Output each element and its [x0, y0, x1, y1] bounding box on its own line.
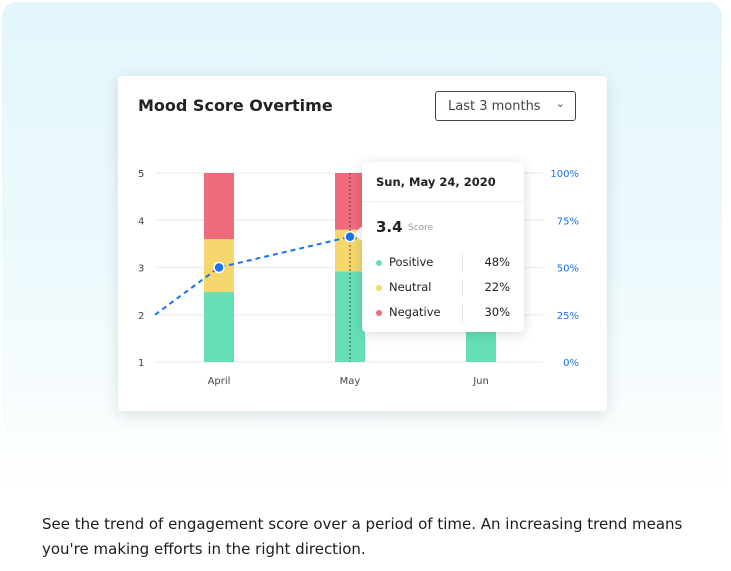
score-point — [344, 231, 356, 243]
tooltip-row-positive: Positive 48% — [376, 254, 510, 272]
bar-negative — [204, 173, 234, 240]
right-axis-tick: 50% — [557, 264, 579, 275]
right-axis-tick: 100% — [550, 169, 579, 180]
tooltip-row-neutral: Neutral 22% — [376, 279, 510, 297]
tooltip-row-value: 30% — [484, 305, 510, 319]
range-select[interactable]: Last 3 months ⌄ — [435, 91, 576, 121]
right-axis-tick: 0% — [563, 358, 579, 369]
bar-positive — [204, 292, 234, 362]
mood-score-card: Mood Score Overtime Last 3 months ⌄ 1 2 3 4… — [118, 76, 607, 411]
caption-text: See the trend of engagement score over a… — [42, 515, 683, 558]
card-title: Mood Score Overtime — [138, 96, 333, 115]
tooltip-row-label: Positive — [389, 255, 434, 269]
right-axis-tick: 75% — [557, 216, 579, 227]
tooltip-divider — [362, 201, 524, 202]
divider — [462, 279, 463, 297]
chart-tooltip: Sun, May 24, 2020 3.4 Score Positive 48%… — [362, 162, 524, 332]
x-axis-tick: April — [208, 376, 231, 387]
tooltip-row-label: Negative — [389, 305, 441, 319]
divider — [462, 254, 463, 272]
score-line — [154, 235, 369, 316]
tooltip-row-value: 22% — [484, 280, 510, 294]
bar-positive — [335, 271, 365, 362]
tooltip-row-value: 48% — [484, 255, 510, 269]
divider — [462, 304, 463, 322]
left-axis-tick: 1 — [138, 358, 144, 369]
x-axis-tick: May — [340, 376, 361, 387]
tooltip-score-label: Score — [408, 223, 434, 233]
tooltip-row-label: Neutral — [389, 280, 432, 294]
left-axis-tick: 5 — [138, 169, 144, 180]
range-select-value: Last 3 months — [448, 99, 541, 114]
x-axis-tick: Jun — [472, 376, 489, 387]
chevron-down-icon: ⌄ — [555, 97, 565, 110]
left-axis-tick: 3 — [138, 264, 144, 275]
right-axis-tick: 25% — [557, 311, 579, 322]
neutral-dot-icon — [376, 285, 382, 291]
score-point — [213, 261, 225, 274]
tooltip-score: 3.4 — [376, 218, 403, 236]
left-axis-tick: 2 — [138, 311, 144, 322]
negative-dot-icon — [376, 310, 382, 316]
tooltip-row-negative: Negative 30% — [376, 304, 510, 322]
left-axis-tick: 4 — [138, 216, 144, 227]
tooltip-date: Sun, May 24, 2020 — [376, 175, 496, 189]
positive-dot-icon — [376, 260, 382, 266]
